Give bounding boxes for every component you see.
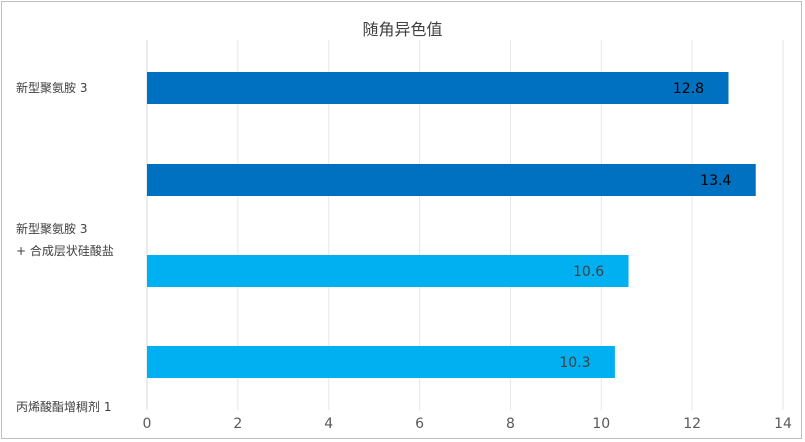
x-tick-label: 6 xyxy=(415,416,424,432)
category-label-middle-line1: 新型聚氨胺 3 xyxy=(16,222,88,236)
x-tick-label: 0 xyxy=(143,416,152,432)
data-label: 10.6 xyxy=(573,264,604,280)
x-tick-label: 8 xyxy=(506,416,515,432)
data-label: 12.8 xyxy=(673,81,704,97)
x-tick-label: 12 xyxy=(683,416,701,432)
category-label-bottom: 丙烯酸酯增稠剂 1 xyxy=(16,400,112,414)
x-tick-label: 14 xyxy=(774,416,792,432)
chart-title: 随角异色值 xyxy=(362,20,443,39)
category-label-middle-line2: + 合成层状硅酸盐 xyxy=(16,244,114,258)
bar xyxy=(147,164,756,196)
bar xyxy=(147,72,729,104)
category-label-top: 新型聚氨胺 3 xyxy=(16,81,88,95)
x-tick-label: 10 xyxy=(592,416,610,432)
bar xyxy=(147,255,629,287)
x-tick-label: 4 xyxy=(324,416,333,432)
data-label: 10.3 xyxy=(559,355,590,371)
x-tick-label: 2 xyxy=(233,416,242,432)
data-label: 13.4 xyxy=(700,173,731,189)
bar xyxy=(147,346,615,378)
